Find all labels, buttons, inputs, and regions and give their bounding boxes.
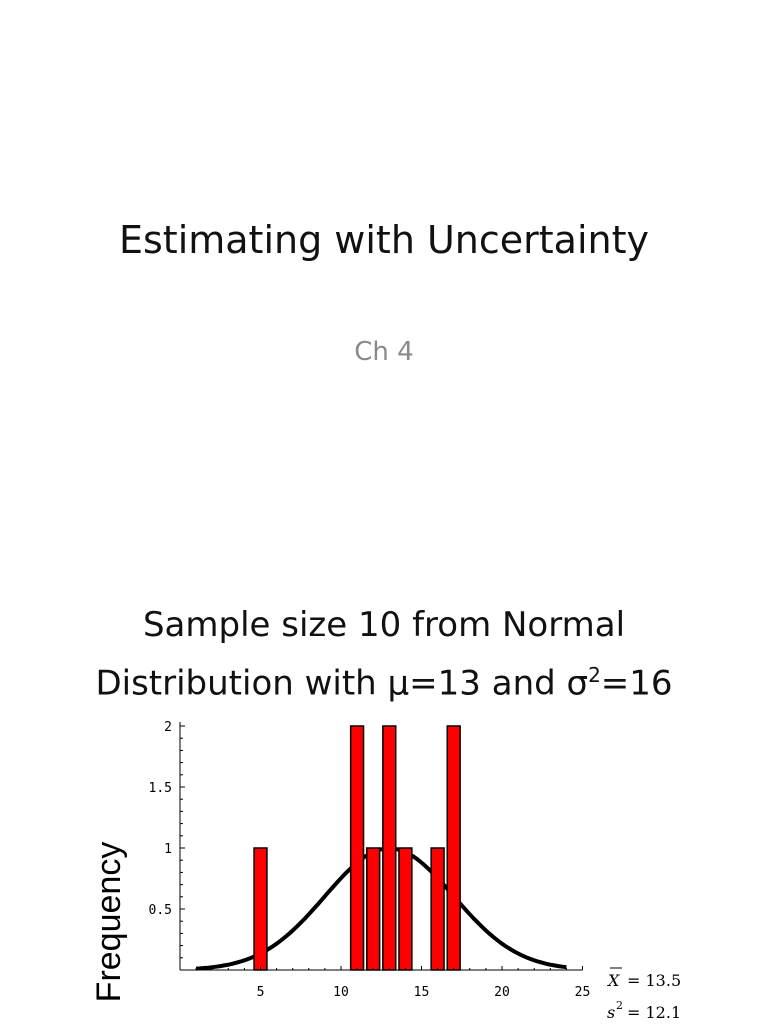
title-line-1: Sample size 10 from Normal [142, 605, 626, 645]
xbar-symbol: X [606, 971, 620, 990]
histogram-bar [382, 725, 397, 971]
statistics-box: X = 13.5 s 2 = 12.1 [606, 967, 681, 1022]
title-line-2-superscript: 2 [588, 663, 601, 687]
title-slide: Estimating with Uncertainty Ch 4 [118, 218, 649, 367]
normal-curve [196, 846, 567, 971]
histogram-chart: Frequency 5 10 15 20 25 0.5 1 1.5 2 X = 13.5 s 2… [90, 720, 681, 1022]
title-line-2-end: =16 [600, 663, 673, 704]
slide-title: Estimating with Uncertainty [118, 218, 649, 262]
title-line-2: Distribution with μ=13 and σ2=16 [0, 650, 768, 708]
histogram-bar [366, 847, 381, 971]
xbar-value: = 13.5 [627, 971, 681, 990]
s2-symbol: s [607, 1003, 615, 1022]
s2-superscript: 2 [616, 999, 623, 1012]
s2-value: = 12.1 [627, 1003, 681, 1022]
histogram-bar [446, 725, 461, 971]
y-tick-label: 1.5 [149, 781, 172, 796]
histogram-bar [253, 847, 268, 971]
y-tick-label: 0.5 [149, 903, 172, 918]
title-line-2-text: Distribution with μ=13 and σ [95, 663, 589, 704]
chart-slide-title: Sample size 10 from Normal Distribution … [0, 600, 768, 708]
y-axis-label: Frequency [90, 842, 128, 1003]
slide-subtitle: Ch 4 [354, 337, 414, 367]
x-tick-label: 5 [257, 985, 265, 1000]
x-tick-label: 10 [333, 985, 349, 1000]
x-tick-label: 25 [575, 985, 591, 1000]
y-tick-label: 2 [164, 720, 172, 735]
y-tick-label: 1 [164, 842, 172, 857]
x-tick-label: 20 [494, 985, 510, 1000]
histogram-bar [430, 847, 445, 971]
x-tick-label: 15 [414, 985, 430, 1000]
histogram-bar [398, 847, 413, 971]
chart-slide: Sample size 10 from Normal Distribution … [0, 512, 768, 1024]
histogram-bar [349, 725, 365, 971]
